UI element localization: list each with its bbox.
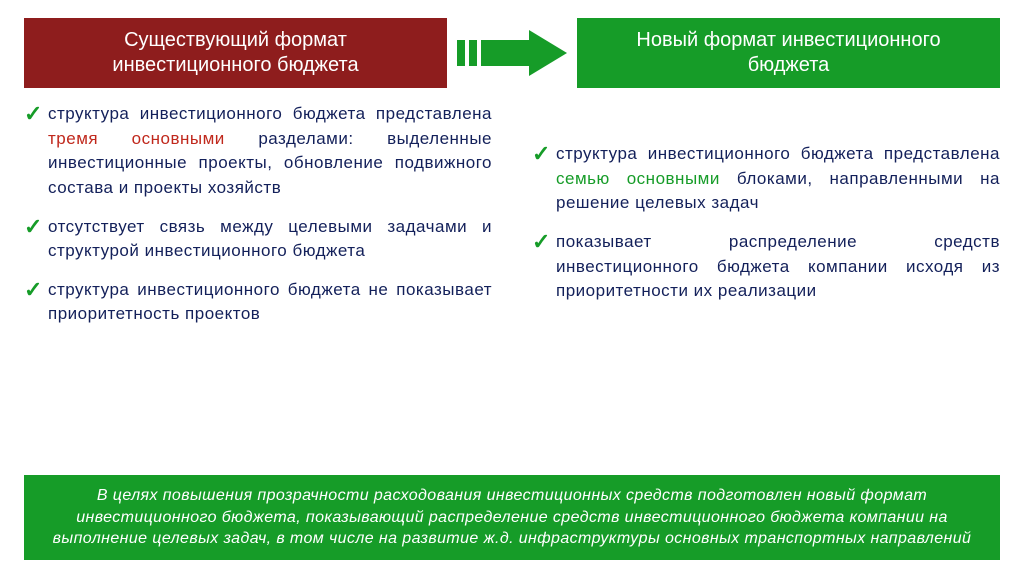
bullet-item: ✓структура инвестиционного бюджета не по…: [24, 278, 492, 327]
bullet-text-highlight: семью основными: [556, 169, 720, 188]
header-right: Новый формат инвестиционного бюджета: [577, 18, 1000, 88]
check-icon: ✓: [24, 211, 43, 243]
check-icon: ✓: [532, 226, 551, 258]
header-row: Существующий формат инвестиционного бюдж…: [24, 18, 1000, 88]
arrow-wrap: [447, 18, 577, 88]
header-left-title: Существующий формат инвестиционного бюдж…: [44, 28, 427, 78]
bullet-item: ✓показывает распределение средств инвест…: [532, 230, 1000, 304]
column-left: ✓ структура инвестиционного бюджета предс…: [24, 102, 492, 341]
bullet-text-pre: отсутствует связь между целевыми задачам…: [48, 217, 492, 261]
bullet-text-pre: структура инвестиционного бюджета предст…: [556, 144, 1000, 163]
bullet-item: ✓структура инвестиционного бюджета предс…: [532, 142, 1000, 216]
footer-text: В целях повышения прозрачности расходова…: [53, 487, 972, 547]
bullet-item: ✓отсутствует связь между целевыми задача…: [24, 215, 492, 264]
columns: ✓ структура инвестиционного бюджета предс…: [24, 102, 1000, 341]
footer-box: В целях повышения прозрачности расходова…: [24, 475, 1000, 560]
bullet-text-highlight: тремя основными: [48, 129, 225, 148]
bullet-text-pre: показывает распределение средств инвести…: [556, 232, 1000, 300]
arrow-icon: [457, 30, 567, 76]
bullet-text-pre: структура инвестиционного бюджета предст…: [48, 104, 492, 123]
header-left: Существующий формат инвестиционного бюдж…: [24, 18, 447, 88]
bullet-text-pre: структура инвестиционного бюджета не пок…: [48, 280, 492, 324]
header-right-title: Новый формат инвестиционного бюджета: [597, 28, 980, 78]
bullet-item: ✓структура инвестиционного бюджета предс…: [24, 102, 492, 201]
check-icon: ✓: [24, 274, 43, 306]
check-icon: ✓: [24, 98, 43, 130]
check-icon: ✓: [532, 138, 551, 170]
column-right: ✓ структура инвестиционного бюджета предс…: [532, 102, 1000, 341]
